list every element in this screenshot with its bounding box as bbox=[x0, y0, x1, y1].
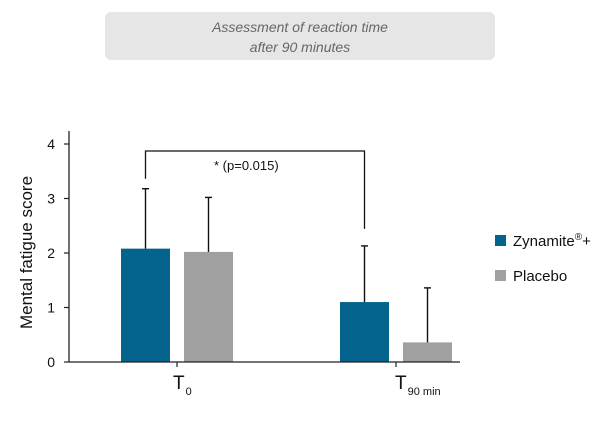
bar-placebo-1 bbox=[403, 342, 452, 362]
legend-label: Zynamite®+ bbox=[513, 232, 591, 250]
bars bbox=[121, 248, 452, 362]
header-line-1: Assessment of reaction time bbox=[212, 19, 388, 35]
chart-header: Assessment of reaction time after 90 min… bbox=[105, 12, 495, 60]
legend-swatch bbox=[495, 235, 506, 246]
y-tick-label: 3 bbox=[47, 191, 55, 207]
bar-zynamite-0 bbox=[121, 248, 170, 362]
bar-placebo-0 bbox=[184, 251, 233, 362]
y-axis-ticks: 0 1 2 3 4 bbox=[47, 136, 69, 370]
header-line-2: after 90 minutes bbox=[249, 39, 351, 55]
x-tick-label: T0 bbox=[173, 373, 192, 398]
error-bars bbox=[142, 187, 431, 343]
y-tick-label: 4 bbox=[47, 136, 55, 152]
legend-label: Placebo bbox=[513, 268, 567, 285]
y-axis-label: Mental fatigue score bbox=[17, 176, 36, 329]
significance-bracket bbox=[144, 150, 366, 229]
legend-swatch bbox=[495, 270, 506, 281]
x-tick-label: T90 min bbox=[395, 373, 441, 398]
y-tick-label: 1 bbox=[47, 300, 55, 316]
y-tick-label: 2 bbox=[47, 245, 55, 261]
bar-zynamite-1 bbox=[340, 302, 389, 362]
y-tick-label: 0 bbox=[47, 354, 55, 370]
significance-label: * (p=0.015) bbox=[214, 158, 279, 173]
legend: Zynamite®+ Placebo bbox=[495, 232, 591, 285]
x-axis-ticks: T0 T90 min bbox=[173, 362, 441, 398]
